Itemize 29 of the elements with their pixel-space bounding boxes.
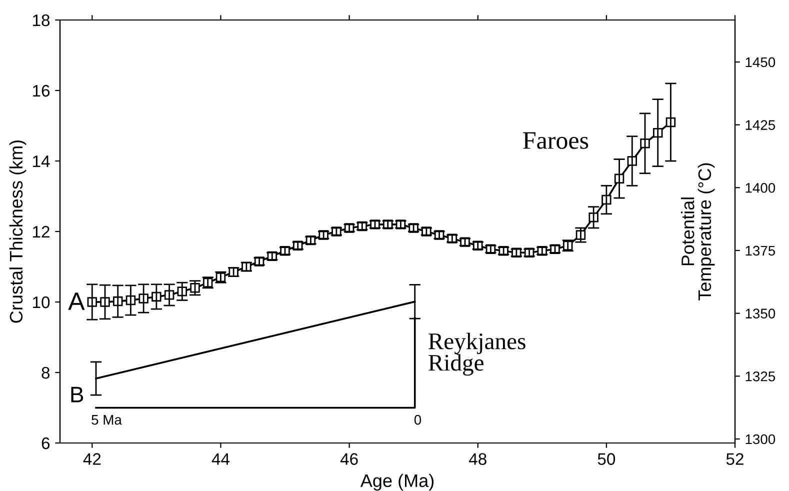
x-tick-label: 52: [726, 453, 744, 465]
annotation: Faroes: [523, 132, 588, 149]
y-tick-label: 10: [33, 296, 50, 308]
y-tick-label: 12: [33, 226, 50, 238]
annotation: A: [68, 292, 85, 310]
x-tick-label: 46: [340, 453, 358, 465]
y-tick-label: 18: [33, 14, 50, 26]
x-tick-label: 42: [83, 453, 101, 465]
x-tick-label: 48: [468, 453, 486, 465]
y2-tick-label: 1325: [746, 371, 776, 382]
y2-tick-label: 1400: [746, 182, 776, 193]
annotation: 0: [414, 414, 422, 425]
x-tick-label: 50: [598, 453, 616, 465]
y-tick-label: 14: [33, 156, 50, 168]
y2-tick-label: 1425: [746, 120, 776, 130]
y-tick-label: 8: [42, 366, 50, 379]
y2-tick-label: 1300: [746, 434, 776, 444]
y2-tick-label: 1375: [746, 246, 776, 256]
y-axis-title: Crustal Thickness (km): [9, 140, 26, 323]
x-axis-title: Age (Ma): [360, 474, 434, 491]
annotation: B: [71, 386, 84, 402]
y-tick-label: 16: [33, 84, 50, 97]
x-tick-label: 44: [212, 453, 230, 465]
annotation: Reykjanes Ridge: [428, 332, 526, 376]
y2-tick-label: 1450: [746, 57, 776, 68]
y-tick-label: 6: [42, 437, 50, 450]
annotation: 5 Ma: [92, 415, 122, 425]
y2-axis-title: Potential Temperature (°C): [681, 163, 715, 300]
y2-tick-label: 1350: [746, 308, 776, 318]
